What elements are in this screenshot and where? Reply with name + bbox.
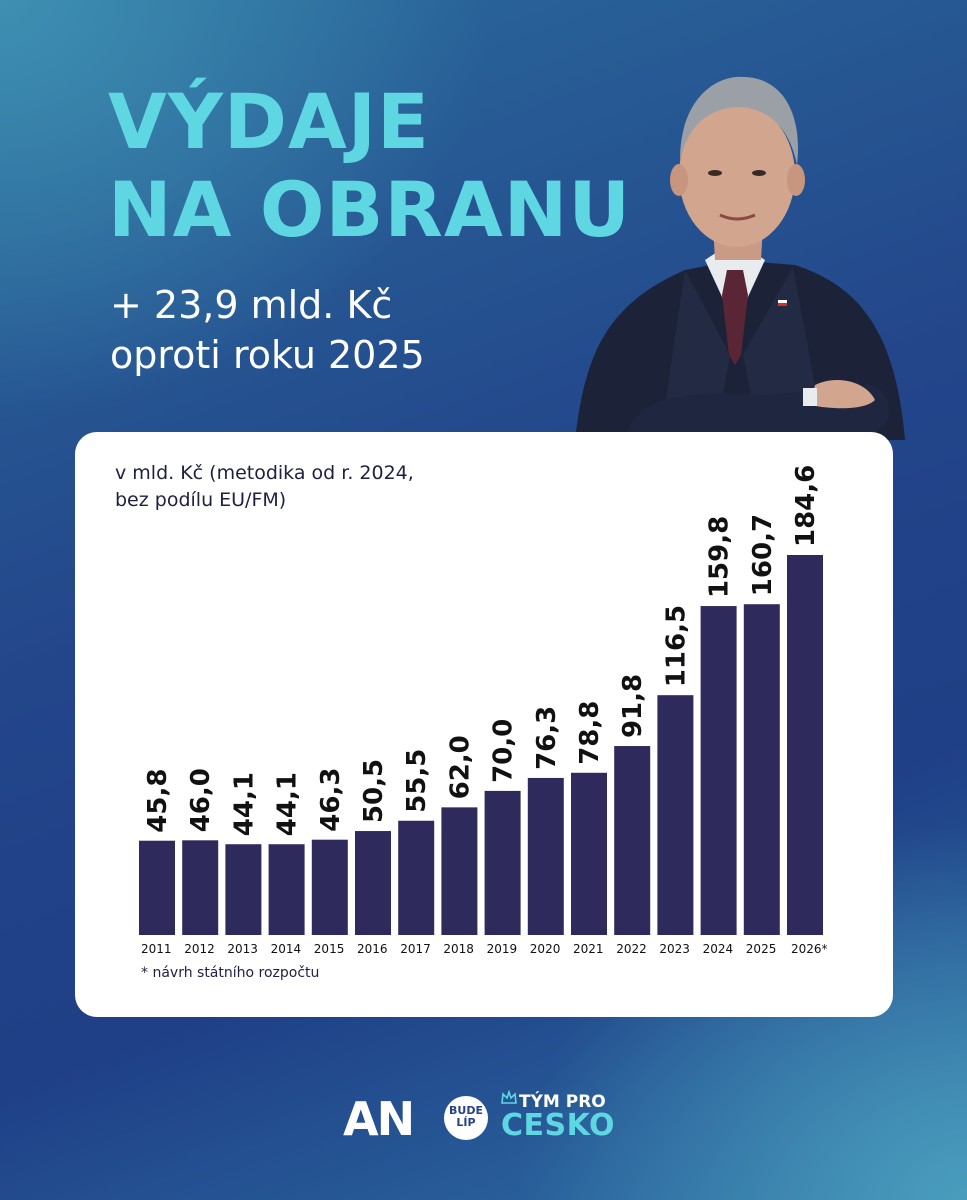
bar-2014 bbox=[268, 844, 305, 935]
delta-line-2: oproti roku 2025 bbox=[110, 333, 425, 377]
x-tick-label: 2023 bbox=[659, 942, 690, 956]
bar-2025 bbox=[743, 604, 780, 935]
value-label: 50,5 bbox=[359, 759, 389, 823]
headline-line-2: NA OBRANU bbox=[108, 165, 632, 254]
value-label: 55,5 bbox=[402, 749, 432, 813]
bar-2015 bbox=[311, 839, 348, 935]
delta-line-1: + 23,9 mld. Kč bbox=[110, 283, 393, 327]
x-tick-label: 2021 bbox=[573, 942, 604, 956]
bar-2026 bbox=[787, 555, 823, 935]
value-label: 159,8 bbox=[705, 516, 735, 598]
value-label: 62,0 bbox=[445, 735, 475, 799]
value-label: 70,0 bbox=[489, 719, 519, 783]
headline-title: VÝDAJE NA OBRANU bbox=[108, 78, 631, 254]
politician-portrait bbox=[575, 76, 905, 440]
bar-2012 bbox=[182, 840, 219, 935]
x-tick-label: 2017 bbox=[400, 942, 431, 956]
footnote: * návrh státního rozpočtu bbox=[141, 965, 320, 981]
x-tick-label: 2026* bbox=[791, 942, 828, 956]
value-label: 116,5 bbox=[661, 605, 691, 687]
bar-2020 bbox=[527, 777, 564, 935]
x-tick-label: 2018 bbox=[443, 942, 474, 956]
bar-2023 bbox=[657, 695, 694, 935]
chart-card: v mld. Kč (metodika od r. 2024, bez podí… bbox=[75, 432, 893, 1017]
x-tick-label: 2016 bbox=[357, 942, 388, 956]
value-label: 91,8 bbox=[618, 674, 648, 738]
crown-icon bbox=[501, 1090, 517, 1104]
x-tick-label: 2013 bbox=[227, 942, 258, 956]
value-label: 44,1 bbox=[273, 772, 303, 836]
team-line-1: TÝM PRO bbox=[519, 1092, 606, 1112]
badge-bottom-text: LÍP bbox=[456, 1116, 476, 1129]
x-tick-label: 2022 bbox=[616, 942, 647, 956]
x-tick-label: 2011 bbox=[141, 942, 172, 956]
bar-2016 bbox=[355, 831, 391, 935]
bar-2013 bbox=[225, 844, 262, 935]
value-label: 76,3 bbox=[532, 706, 562, 770]
value-label: 160,7 bbox=[748, 514, 778, 596]
bar-2024 bbox=[700, 606, 737, 935]
bar-2021 bbox=[571, 772, 607, 935]
badge-top-text: BUDE bbox=[449, 1104, 483, 1117]
value-label: 184,6 bbox=[791, 465, 821, 547]
x-tick-label: 2012 bbox=[184, 942, 215, 956]
brand-wordmark: AN bbox=[343, 1092, 415, 1146]
headline-subtitle: + 23,9 mld. Kč oproti roku 2025 bbox=[110, 280, 425, 380]
unit-note: v mld. Kč (metodika od r. 2024, bez podí… bbox=[115, 460, 414, 514]
bar-2011 bbox=[139, 840, 175, 935]
x-tick-label: 2020 bbox=[530, 942, 561, 956]
headline-line-1: VÝDAJE bbox=[108, 77, 430, 166]
x-tick-label: 2015 bbox=[314, 942, 345, 956]
team-line-2: CESKO bbox=[501, 1108, 616, 1143]
value-label: 46,0 bbox=[186, 768, 216, 832]
x-tick-label: 2024 bbox=[703, 942, 734, 956]
value-label: 45,8 bbox=[143, 769, 173, 833]
value-label: 46,3 bbox=[316, 768, 346, 832]
bar-2017 bbox=[398, 820, 435, 935]
x-tick-label: 2014 bbox=[271, 942, 302, 956]
unit-note-line-2: bez podílu EU/FM) bbox=[115, 489, 287, 511]
x-tick-label: 2025 bbox=[746, 942, 777, 956]
bude-lip-badge: BUDE LÍP bbox=[444, 1096, 488, 1140]
party-logo: AN BUDE LÍP TÝM PRO CESKO bbox=[343, 1088, 643, 1148]
unit-note-line-1: v mld. Kč (metodika od r. 2024, bbox=[115, 462, 414, 484]
x-tick-label: 2019 bbox=[487, 942, 518, 956]
bar-chart: 45,8 2011 46,0 2012 44,1 2013 44,1 2014 46,3 2015… bbox=[139, 465, 828, 956]
value-label: 78,8 bbox=[575, 701, 605, 765]
value-label: 44,1 bbox=[229, 772, 259, 836]
bar-2022 bbox=[614, 746, 651, 935]
bar-2018 bbox=[441, 807, 478, 935]
bar-2019 bbox=[484, 790, 521, 935]
